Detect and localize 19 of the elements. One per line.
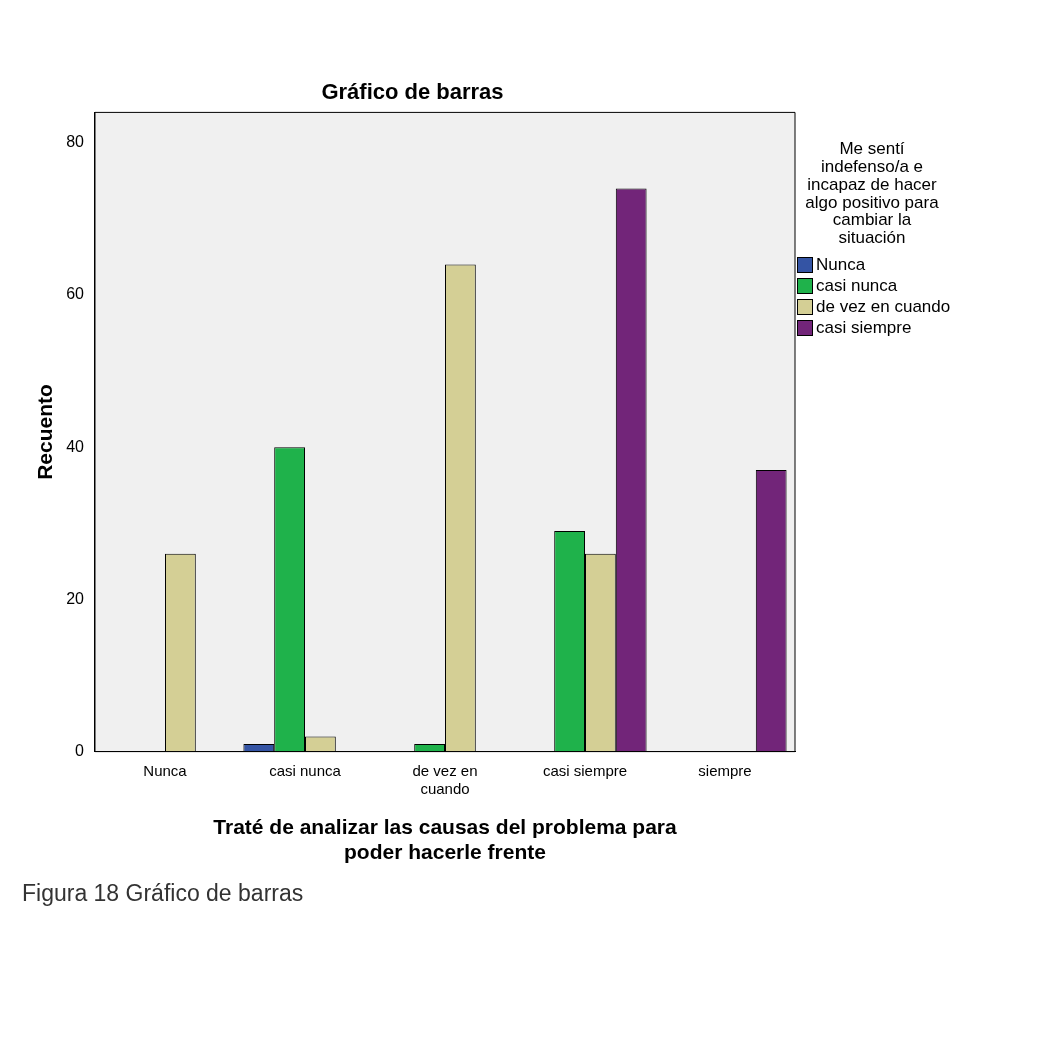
y-axis-title: Recuento (33, 384, 57, 480)
legend-label: de vez en cuando (816, 297, 951, 318)
chart-title: Gráfico de barras (321, 79, 504, 105)
y-tick-label: 60 (66, 285, 85, 303)
legend-label: casi nunca (816, 276, 898, 297)
y-tick-label: 20 (66, 589, 85, 607)
text: Figura 18 Gráfico de barras (22, 880, 304, 907)
legend-title: Me sentí indefenso/a e incapaz de hacer algo positivo para cambiar la situación (804, 139, 940, 248)
y-tick-label: 80 (66, 133, 85, 151)
y-tick-label: 40 (66, 437, 85, 455)
x-tick-label: Nunca (143, 761, 188, 779)
x-tick-label: de vez en cuando (412, 761, 478, 797)
x-axis-title: Traté de analizar las causas del problema para poder hacerle frente (213, 815, 678, 864)
legend-label: casi siempre (816, 318, 912, 339)
x-tick-label: casi siempre (542, 761, 628, 779)
y-tick-label: 0 (75, 742, 85, 760)
x-tick-label: siempre (698, 761, 752, 779)
x-tick-label: casi nunca (269, 761, 342, 779)
legend-label: Nunca (816, 255, 866, 276)
